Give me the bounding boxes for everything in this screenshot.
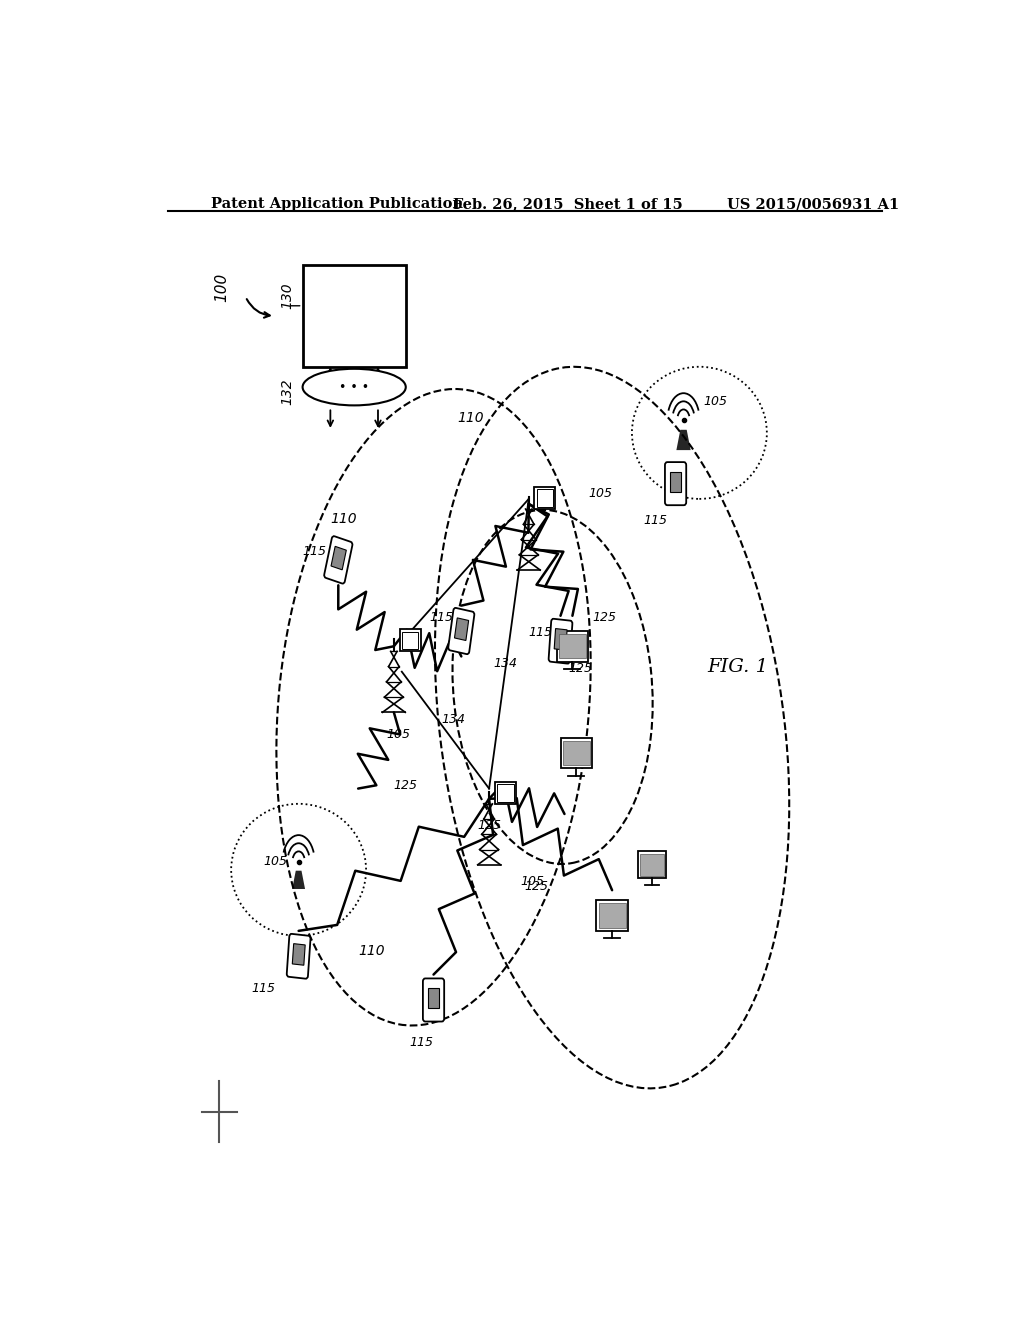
Text: 125: 125: [394, 779, 418, 792]
Text: 115: 115: [410, 1036, 434, 1048]
Text: 110: 110: [358, 944, 385, 958]
Text: • • •: • • •: [339, 380, 370, 393]
FancyBboxPatch shape: [449, 609, 474, 655]
Polygon shape: [292, 871, 305, 888]
Text: 110: 110: [331, 512, 357, 527]
Text: US 2015/0056931 A1: US 2015/0056931 A1: [727, 197, 899, 211]
Text: 105: 105: [521, 875, 545, 888]
Ellipse shape: [303, 368, 406, 405]
Text: Core
Network: Core Network: [325, 301, 383, 331]
Bar: [535, 487, 555, 510]
Text: 130: 130: [281, 282, 295, 309]
Text: Feb. 26, 2015  Sheet 1 of 15: Feb. 26, 2015 Sheet 1 of 15: [454, 197, 683, 211]
Bar: [563, 741, 590, 766]
Text: 134: 134: [441, 713, 466, 726]
Text: Patent Application Publication: Patent Application Publication: [211, 197, 463, 211]
FancyBboxPatch shape: [665, 462, 686, 506]
Bar: [495, 781, 516, 804]
Bar: [303, 265, 406, 367]
Text: 110: 110: [458, 411, 484, 425]
Bar: [640, 854, 664, 875]
Text: 105: 105: [703, 396, 727, 408]
Text: 134: 134: [494, 656, 517, 669]
Text: FIG. 1: FIG. 1: [708, 657, 768, 676]
FancyBboxPatch shape: [423, 978, 444, 1022]
Text: 125: 125: [477, 820, 501, 832]
Bar: [331, 546, 346, 570]
Text: 105: 105: [386, 727, 410, 741]
Text: 125: 125: [592, 611, 616, 624]
Polygon shape: [677, 430, 690, 450]
Text: 115: 115: [644, 515, 668, 527]
Bar: [559, 634, 586, 659]
Bar: [638, 851, 666, 878]
Text: 115: 115: [303, 545, 327, 558]
Text: 125: 125: [568, 661, 593, 675]
Text: 115: 115: [528, 626, 553, 639]
Bar: [428, 987, 439, 1008]
FancyBboxPatch shape: [549, 619, 572, 664]
FancyBboxPatch shape: [325, 536, 352, 583]
Bar: [537, 490, 553, 507]
FancyBboxPatch shape: [287, 933, 310, 978]
Bar: [401, 631, 419, 649]
Text: 115: 115: [430, 611, 454, 624]
Bar: [596, 900, 628, 931]
Text: 100: 100: [214, 273, 229, 302]
Text: 105: 105: [588, 487, 612, 500]
Bar: [554, 628, 567, 651]
Text: 115: 115: [251, 982, 275, 995]
Text: 105: 105: [263, 855, 287, 867]
Bar: [670, 471, 681, 492]
Bar: [557, 631, 589, 661]
Bar: [560, 738, 592, 768]
Bar: [399, 630, 421, 651]
Bar: [455, 618, 469, 640]
Text: 125: 125: [524, 880, 549, 894]
Bar: [497, 784, 514, 801]
Bar: [599, 903, 626, 928]
Text: 132: 132: [281, 379, 295, 405]
Bar: [292, 944, 305, 965]
